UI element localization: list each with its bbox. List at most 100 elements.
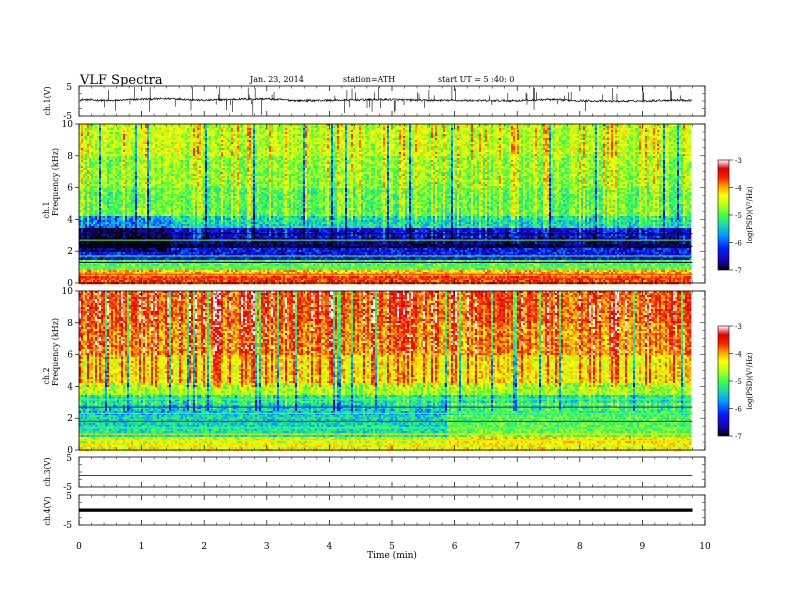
ch1-spectrogram-cell (85, 170, 87, 172)
ch1-spectrogram-cell (91, 138, 93, 140)
ch1-spectrogram-cell (85, 242, 87, 244)
ch1-spectrogram-cell (95, 242, 97, 244)
ch1-spectrogram-cell (93, 126, 95, 128)
ch1-spectrogram-cell (91, 214, 93, 216)
ch1-spectrogram-cell (85, 140, 87, 142)
ch1-spectrogram-cell (91, 236, 93, 238)
ch1-spectrogram-cell (87, 158, 89, 160)
ch1-spectrogram-cell (81, 202, 83, 204)
ch1-spectrogram-cell (93, 214, 95, 216)
ch1-spectrogram-cell (95, 182, 97, 184)
ch1-spectrogram-cell (95, 180, 97, 182)
ch1-spectrogram-cell (95, 134, 97, 136)
ch1-spectrogram-cell (83, 236, 85, 238)
ch1-spectrogram-cell (91, 144, 93, 146)
ch1-spectrogram-cell (89, 148, 91, 150)
ch1-spectrogram-cell (93, 168, 95, 170)
ch1-spectrogram-cell (85, 146, 87, 148)
ch1-spectrogram-cell (97, 138, 99, 140)
ch1-spectrogram-cell (89, 130, 91, 132)
ch1-spectrogram-cell (89, 164, 91, 166)
ch1-spectrogram-cell (85, 196, 87, 198)
ch1-spectrogram-cell (87, 128, 89, 130)
ch1-spectrogram-cell (91, 208, 93, 210)
ch1-spectrogram-cell (83, 152, 85, 154)
ch1-spectrogram-cell (91, 212, 93, 214)
ch1-spectrogram-cell (81, 144, 83, 146)
ch1-spectrogram-cell (85, 200, 87, 202)
ch1-waveform-ylabel: ch.1(V) (43, 86, 52, 115)
ch1-spectrogram-cell (87, 202, 89, 204)
ch1-spectrogram-cell (91, 132, 93, 134)
ch1-spectrogram-cell (81, 148, 83, 150)
ch1-spectrogram-cell (87, 160, 89, 162)
ch1-spectrogram-cell (85, 210, 87, 212)
ch1-spectrogram-cell (95, 166, 97, 168)
ch1-spectrogram-cell (95, 138, 97, 140)
ch1-spectrogram-cell (85, 214, 87, 216)
ch1-spectrogram-cell (91, 140, 93, 142)
ch1-spectrogram-cell (95, 252, 97, 254)
ch1-spectrogram-cell (89, 170, 91, 172)
ch1-spectrogram-cell (89, 196, 91, 198)
ch1-spectrogram-cell (95, 214, 97, 216)
ch1-spectrogram-cell (89, 174, 91, 176)
ch1-spectrogram-cell (97, 174, 99, 176)
ch1-waveform-line (80, 98, 692, 103)
ch1-spectrogram-cell (81, 234, 83, 236)
ch1-spectrogram-cell (91, 178, 93, 180)
ch1-spectrogram-cell (83, 190, 85, 192)
ch1-spectrogram-cell (95, 210, 97, 212)
ch1-spectrogram-cell (85, 252, 87, 254)
ch1-spectrogram-cell (93, 176, 95, 178)
ch1-spectrogram-cell (83, 200, 85, 202)
ch1-spectrogram-cell (87, 130, 89, 132)
ch1-spectrogram-cell (83, 250, 85, 252)
ch1-spectrogram-cell (97, 132, 99, 134)
ch1-spectrogram-cell (87, 206, 89, 208)
ch1-spectrogram-cell (95, 212, 97, 214)
ch1-spectrogram-cell (93, 220, 95, 222)
ch1-spectrogram-cell (93, 190, 95, 192)
ch1-spectrogram-cell (83, 164, 85, 166)
ch1-spectrogram-cell (95, 222, 97, 224)
ch1-spectrogram-cell (93, 146, 95, 148)
ch1-spectrogram-cell (83, 156, 85, 158)
ch1-spectrogram-cell (87, 182, 89, 184)
ch1-spectrogram-cell (95, 248, 97, 250)
ch1-spectrogram-cell (87, 192, 89, 194)
ch1-spectrogram-cell (87, 146, 89, 148)
ch1-spectrogram-cell (83, 150, 85, 152)
ch1-spectrogram-cell (89, 162, 91, 164)
ch1-spectrogram-cell (83, 188, 85, 190)
ch1-spectrogram-cell (85, 148, 87, 150)
ch1-spectrogram-cell (85, 204, 87, 206)
ch1-spectrogram-cell (93, 152, 95, 154)
ch1-spectrogram-cell (81, 132, 83, 134)
ch1-spectrogram-cell (95, 152, 97, 154)
ch1-spectrogram-cell (87, 162, 89, 164)
ch1-spectrogram-cell (81, 250, 83, 252)
ch1-spectrogram-cell (93, 164, 95, 166)
ch1-spectrogram-cell (83, 214, 85, 216)
ch1-spectrogram-cell (85, 206, 87, 208)
ch1-spectrogram-cell (93, 174, 95, 176)
ch1-spectrogram-cell (87, 178, 89, 180)
ch1-spectrogram-cell (95, 158, 97, 160)
ch1-spectrogram-cell (89, 138, 91, 140)
ch1-spectrogram-cell (89, 258, 91, 260)
ch1-spectrogram-cell (83, 172, 85, 174)
ch1-spectrogram-cell (91, 186, 93, 188)
ch1-spectrogram-cell (91, 168, 93, 170)
ch1-spectrogram-cell (95, 140, 97, 142)
ch1-spectrogram-cell (95, 150, 97, 152)
ch1-spectrogram-cell (93, 150, 95, 152)
ch1-spectrogram-cell (87, 234, 89, 236)
ch1-spectrogram-cell (97, 196, 99, 198)
ch1-spectrogram-cell (89, 204, 91, 206)
ch1-spectrogram-cell (87, 216, 89, 218)
ch1-spectrogram-cell (97, 130, 99, 132)
ch1-spectrogram-cell (81, 156, 83, 158)
ch1-spectrogram-cell (83, 268, 85, 270)
ch1-spectrogram-cell (93, 202, 95, 204)
